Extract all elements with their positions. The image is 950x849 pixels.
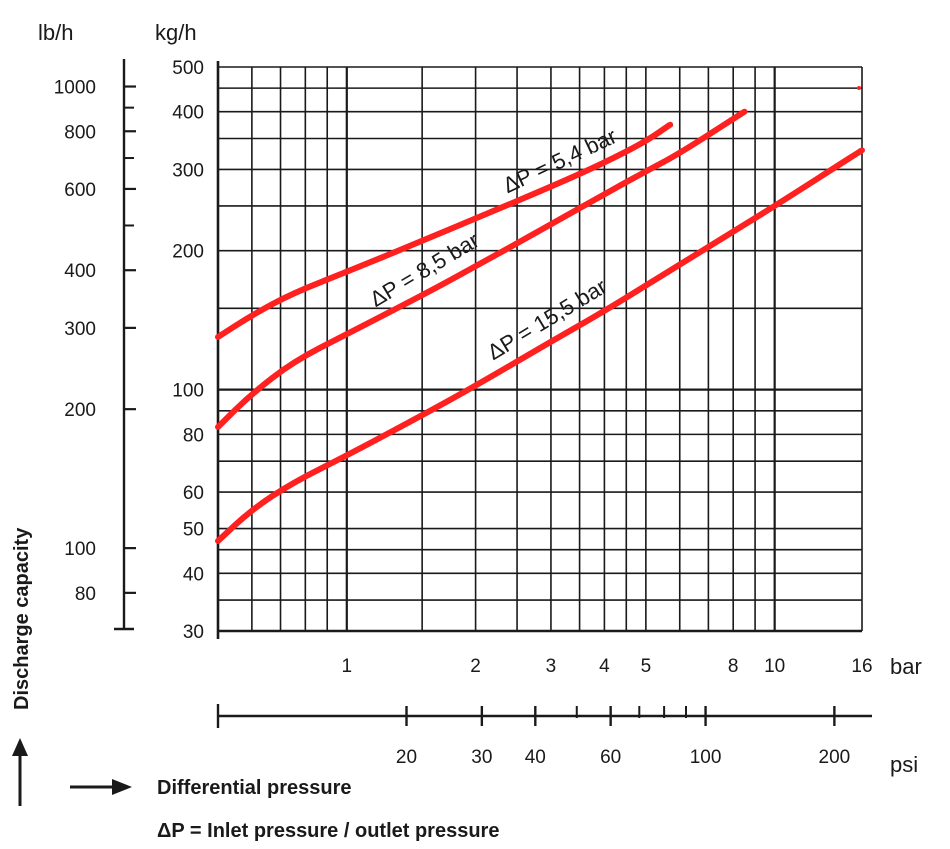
lbh-tick-label: 80	[75, 584, 96, 605]
lbh-tick-label: 200	[64, 400, 96, 421]
plot-grid	[216, 61, 863, 639]
lbh-tick-label: 400	[64, 261, 96, 282]
kgh-tick-label: 80	[183, 425, 204, 446]
curves	[215, 86, 865, 544]
bar-tick-label: 2	[470, 656, 481, 677]
kgh-tick-label: 300	[172, 160, 204, 181]
lbh-tick-label: 800	[64, 122, 96, 143]
bar-tick-label: 8	[728, 656, 739, 677]
psi-tick-label: 30	[471, 747, 492, 768]
red-dot-mark	[857, 86, 861, 90]
kgh-tick-label: 100	[172, 381, 204, 402]
psi-axis: 20 30 40 60 100 200	[216, 704, 872, 768]
bar-tick-label: 5	[641, 656, 652, 677]
bar-tick-label: 10	[764, 656, 785, 677]
kgh-tick-label: 60	[183, 483, 204, 504]
lbh-tick-label: 300	[64, 319, 96, 340]
bar-tick-label: 3	[546, 656, 557, 677]
x-unit-psi: psi	[890, 752, 918, 777]
psi-tick-label: 100	[690, 747, 722, 768]
bar-tick-label: 16	[851, 656, 872, 677]
bar-tick-labels: 1 2 3 4 5 8 10 16	[342, 656, 873, 677]
curve-2	[215, 108, 748, 430]
psi-tick-label: 60	[600, 747, 621, 768]
curve-1	[215, 121, 674, 340]
curve-3	[215, 147, 865, 544]
delta-p-note: ΔP = Inlet pressure / outlet pressure	[157, 820, 499, 842]
psi-tick-label: 200	[819, 747, 851, 768]
kgh-tick-label: 30	[183, 622, 204, 643]
lbh-tick-label: 100	[64, 539, 96, 560]
kgh-tick-label: 200	[172, 242, 204, 263]
bar-tick-label: 4	[599, 656, 610, 677]
x-unit-bar: bar	[890, 654, 922, 679]
up-arrow-icon	[12, 738, 28, 806]
y-axis-title: Discharge capacity	[11, 527, 33, 710]
kgh-tick-label: 40	[183, 564, 204, 585]
kgh-tick-labels: 30 40 50 60 80 100 200 300 400 500	[172, 58, 204, 643]
lbh-axis: 80 100 200 300 400 600 800 1000	[54, 59, 136, 631]
lbh-tick-label: 600	[64, 180, 96, 201]
kgh-tick-label: 50	[183, 520, 204, 541]
kgh-tick-label: 400	[172, 103, 204, 124]
psi-tick-label: 40	[525, 747, 546, 768]
kgh-tick-label: 500	[172, 58, 204, 79]
psi-tick-label: 20	[396, 747, 417, 768]
y-unit-kgh: kg/h	[155, 20, 197, 45]
lbh-tick-label: 1000	[54, 78, 96, 99]
right-arrow-icon	[70, 779, 132, 795]
x-axis-title: Differential pressure	[157, 777, 352, 799]
bar-tick-label: 1	[342, 656, 353, 677]
y-unit-lbh: lb/h	[38, 20, 73, 45]
